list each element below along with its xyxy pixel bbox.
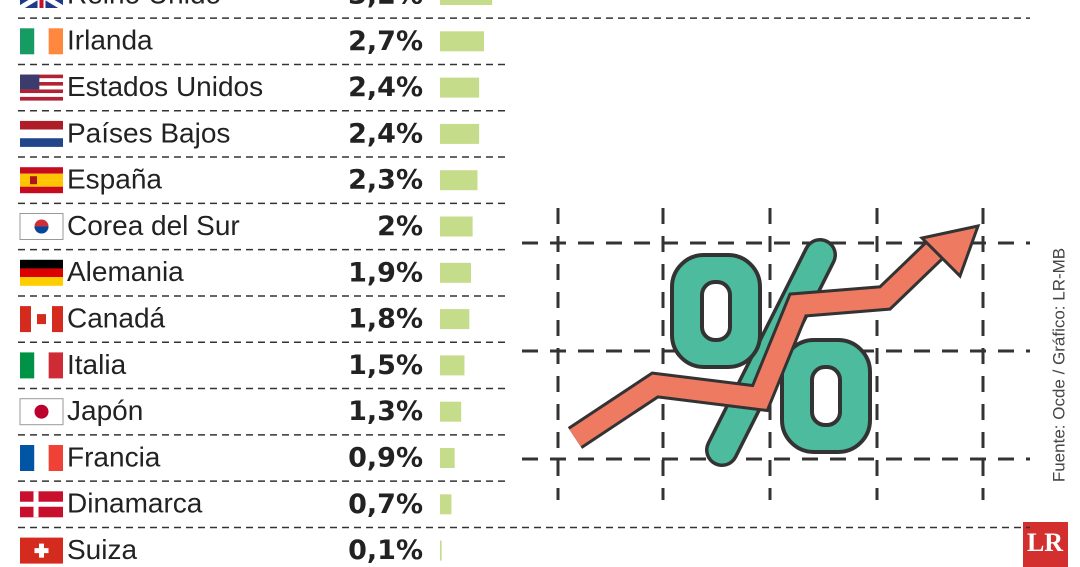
flag-part — [52, 306, 63, 333]
flag — [19, 398, 64, 426]
illustration — [522, 208, 1030, 500]
country-label: Países Bajos — [67, 117, 230, 148]
flag-part — [20, 129, 63, 139]
flag-part — [20, 352, 35, 379]
flag-part — [37, 314, 46, 325]
country-label: Dinamarca — [67, 488, 203, 519]
flag-part — [20, 138, 63, 147]
flag-part — [34, 352, 49, 379]
flag-part — [34, 404, 49, 419]
flag-part — [20, 173, 63, 181]
flag-part — [48, 28, 63, 55]
country-label: Alemania — [67, 256, 184, 287]
flag — [20, 491, 63, 518]
flag — [20, 259, 63, 286]
country-label: Estados Unidos — [67, 71, 263, 102]
flag-part — [20, 259, 63, 269]
country-label: Reino Unido — [67, 0, 221, 9]
value-label: 2,4% — [348, 72, 423, 103]
flag-part — [34, 543, 49, 558]
flag-part — [20, 180, 63, 187]
flag-part — [48, 352, 63, 379]
bar — [440, 494, 452, 515]
bar — [440, 401, 462, 422]
value-label: 0,7% — [348, 489, 423, 520]
value-label: 2,4% — [348, 118, 423, 149]
value-label: 1,5% — [348, 350, 423, 381]
logo: LR — [1027, 528, 1063, 557]
flag — [18, 0, 65, 11]
flag — [20, 352, 63, 379]
flag — [20, 120, 63, 147]
country-label: Japón — [67, 395, 143, 426]
bar — [440, 0, 493, 5]
flag-part — [20, 277, 63, 286]
country-label: Francia — [67, 441, 161, 472]
value-label: 2,7% — [348, 26, 423, 57]
flag-part — [20, 445, 35, 471]
flag-part — [20, 74, 63, 79]
flag-part — [20, 85, 63, 90]
flag-part — [20, 186, 63, 194]
value-label: 3,2% — [348, 0, 423, 11]
flag — [19, 213, 64, 240]
value-label: 0,9% — [348, 443, 423, 474]
flag — [20, 74, 63, 101]
flag — [20, 537, 63, 564]
flag-part — [48, 445, 63, 471]
flag-part — [39, 0, 44, 8]
flag-part — [20, 28, 35, 55]
flag-part — [20, 82, 63, 86]
flag-part — [20, 491, 63, 518]
flag-part — [20, 93, 63, 97]
flag — [20, 28, 63, 55]
flag-part — [20, 120, 63, 130]
bar — [440, 123, 480, 144]
bar — [440, 77, 480, 98]
country-label: España — [67, 164, 162, 195]
bar — [440, 262, 471, 283]
bar — [440, 170, 478, 191]
bar — [440, 540, 442, 561]
flag-part — [34, 445, 49, 471]
flag-part — [20, 78, 63, 83]
bar — [440, 31, 485, 52]
flag-part — [34, 226, 49, 234]
flag-part — [20, 306, 31, 333]
country-label: Canadá — [67, 302, 166, 333]
value-label: 0,1% — [348, 535, 423, 566]
country-label: Irlanda — [67, 25, 153, 56]
flag-part — [18, 0, 65, 11]
flag-part — [20, 96, 63, 101]
flag-part — [20, 268, 63, 278]
bar — [440, 216, 473, 237]
flag — [20, 167, 63, 194]
flag-part — [20, 89, 63, 94]
flag-part — [20, 74, 40, 90]
country-label: Suiza — [67, 534, 137, 565]
country-label: Italia — [67, 349, 127, 380]
source: Fuente: Ocde / Gráfico: LR-MB — [1049, 248, 1068, 482]
flag-part — [20, 167, 63, 174]
flag — [20, 306, 63, 333]
flag-part — [34, 28, 49, 55]
bar — [440, 355, 465, 376]
logo-box — [1023, 522, 1068, 567]
country-label: Corea del Sur — [67, 210, 240, 241]
value-label: 1,9% — [348, 257, 423, 288]
value-label: 1,8% — [348, 304, 423, 335]
value-label: 2% — [377, 211, 423, 242]
bar — [440, 309, 470, 330]
bar — [440, 448, 455, 468]
flag-part — [30, 176, 37, 185]
flag — [20, 445, 63, 471]
value-label: 1,3% — [348, 396, 423, 427]
value-label: 2,3% — [348, 165, 423, 196]
